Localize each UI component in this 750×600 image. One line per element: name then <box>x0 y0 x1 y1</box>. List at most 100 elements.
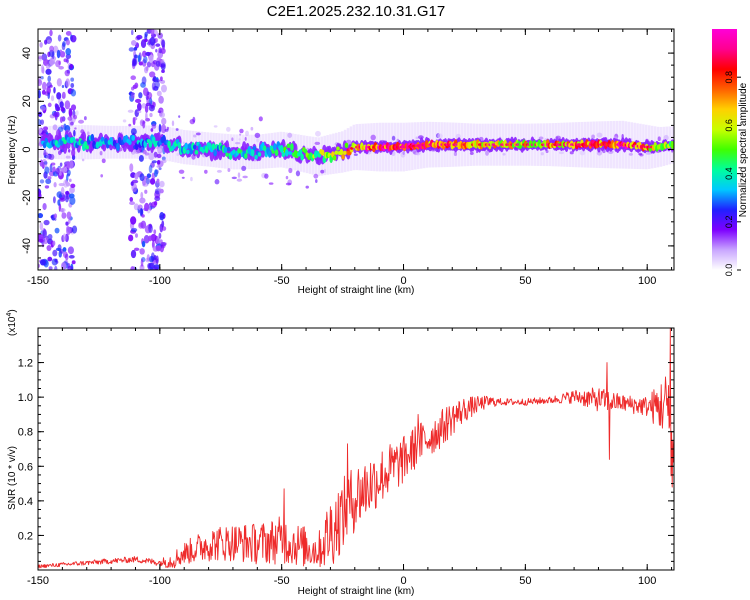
heatmap-noise-blob <box>159 76 163 82</box>
y-tick-label: 0.6 <box>18 461 33 473</box>
heatmap-noise-blob <box>59 162 63 167</box>
heatmap-noise-blob <box>65 155 71 159</box>
heatmap-noise-blob <box>130 92 135 99</box>
heatmap-noise-blob <box>150 233 157 242</box>
heatmap-noise-blob <box>60 106 65 112</box>
heatmap-ridge-peak <box>350 146 354 150</box>
heatmap-noise-blob <box>57 199 61 206</box>
heatmap-noise-blob <box>54 265 58 270</box>
heatmap-noise-blob <box>139 207 143 217</box>
heatmap-ridge-core <box>194 149 199 155</box>
heatmap-scatter-blob <box>164 128 169 132</box>
heatmap-ridge-core <box>227 146 231 152</box>
heatmap-noise-blob <box>59 197 66 202</box>
heatmap-noise-blob <box>38 213 44 219</box>
heatmap-noise-blob <box>43 161 48 165</box>
snr-panel: -150 -100 -50 0 50 100 0.2 0.4 0.6 0.8 1.0 1.2 Heig… <box>6 309 675 597</box>
heatmap-noise-blob <box>135 233 138 238</box>
heatmap-scatter-blob <box>285 182 292 186</box>
heatmap-scatter-blob <box>287 132 293 138</box>
heatmap-scatter-blob <box>234 141 241 145</box>
heatmap-scatter-blob <box>171 120 175 127</box>
heatmap-scatter-blob <box>181 176 185 179</box>
colorbar-tick-label: 0.8 <box>724 71 734 84</box>
heatmap-noise-blob <box>155 43 161 47</box>
snr-plot-area <box>38 328 674 570</box>
heatmap-noise-blob <box>38 90 41 99</box>
heatmap-noise-blob <box>63 179 69 188</box>
snr-scale-label: (x104) <box>6 309 18 336</box>
heatmap-ridge-core <box>223 146 228 154</box>
heatmap-noise-blob <box>47 176 52 180</box>
heatmap-ridge-core <box>232 149 236 155</box>
heatmap-noise-blob <box>160 241 167 247</box>
heatmap-scatter-blob <box>502 153 506 156</box>
x-tick-label: -50 <box>274 575 290 587</box>
heatmap-ridge-core <box>63 139 67 145</box>
heatmap-noise-blob <box>130 75 137 81</box>
heatmap-scatter-blob <box>250 126 254 131</box>
heatmap-noise-blob <box>62 233 67 242</box>
heatmap-noise-blob <box>153 151 158 158</box>
heatmap-noise-blob <box>49 29 53 37</box>
heatmap-scatter-blob <box>178 115 181 118</box>
heatmap-ridge-core <box>128 140 132 146</box>
heatmap-noise-blob <box>50 162 56 166</box>
heatmap-ridge-core <box>284 148 289 157</box>
heatmap-noise-blob <box>132 117 138 121</box>
heatmap-noise-blob <box>134 172 139 180</box>
heatmap-noise-blob <box>141 50 147 58</box>
heatmap-ridge-core <box>85 145 90 150</box>
heatmap-noise-blob <box>39 159 44 167</box>
heatmap-scatter-blob <box>258 116 263 122</box>
heatmap-noise-blob <box>66 211 72 220</box>
heatmap-noise-blob <box>155 245 162 252</box>
heatmap-noise-blob <box>38 56 44 60</box>
heatmap-scatter-blob <box>391 135 396 141</box>
heatmap-noise-blob <box>65 39 71 46</box>
heatmap-noise-blob <box>138 92 143 99</box>
heatmap-noise-blob <box>40 119 45 125</box>
heatmap-noise-blob <box>49 57 54 67</box>
heatmap-noise-blob <box>142 120 146 129</box>
heatmap-noise-blob <box>67 149 71 153</box>
heatmap-noise-blob <box>133 47 138 51</box>
heatmap-scatter-blob <box>579 150 586 156</box>
heatmap-noise-blob <box>50 95 55 102</box>
heatmap-scatter-blob <box>264 173 269 179</box>
heatmap-scatter-blob <box>226 126 231 132</box>
heatmap-noise-blob <box>41 243 45 248</box>
heatmap-noise-blob <box>148 235 152 242</box>
heatmap-ridge-core <box>100 136 105 142</box>
heatmap-ridge-core <box>273 143 277 152</box>
heatmap-noise-blob <box>149 112 153 118</box>
y-tick-label: 0.8 <box>18 427 33 439</box>
heatmap-noise-blob <box>158 47 163 54</box>
heatmap-noise-blob <box>160 124 167 134</box>
heatmap-noise-blob <box>65 53 72 59</box>
heatmap-scatter-blob <box>190 176 193 182</box>
heatmap-noise-blob <box>43 126 49 131</box>
heatmap-noise-blob <box>151 160 157 164</box>
heatmap-scatter-blob <box>78 119 85 124</box>
heatmap-scatter-blob <box>245 130 249 137</box>
heatmap-noise-blob <box>67 246 74 255</box>
colorbar-tick-label: 0.4 <box>724 167 734 180</box>
heatmap-noise-blob <box>70 82 75 89</box>
heatmap-noise-blob <box>145 112 148 121</box>
heatmap-noise-blob <box>150 128 154 132</box>
snr-ylabel: SNR (10 * v/v) <box>7 446 18 510</box>
heatmap-noise-blob <box>153 255 157 261</box>
heatmap-scatter-blob <box>204 169 208 174</box>
heatmap-noise-blob <box>65 221 69 226</box>
heatmap-noise-blob <box>55 167 60 175</box>
heatmap-noise-blob <box>61 85 65 89</box>
heatmap-noise-blob <box>46 245 52 251</box>
heatmap-ridge-core <box>184 142 188 150</box>
heatmap-noise-blob <box>52 249 58 257</box>
spectrogram-axis-ticks: -150 -100 -50 0 50 100 -40 -20 0 20 40 <box>21 28 674 287</box>
heatmap-noise-blob <box>137 102 142 112</box>
heatmap-noise-blob <box>70 34 77 43</box>
heatmap-scatter-blob <box>288 167 293 174</box>
